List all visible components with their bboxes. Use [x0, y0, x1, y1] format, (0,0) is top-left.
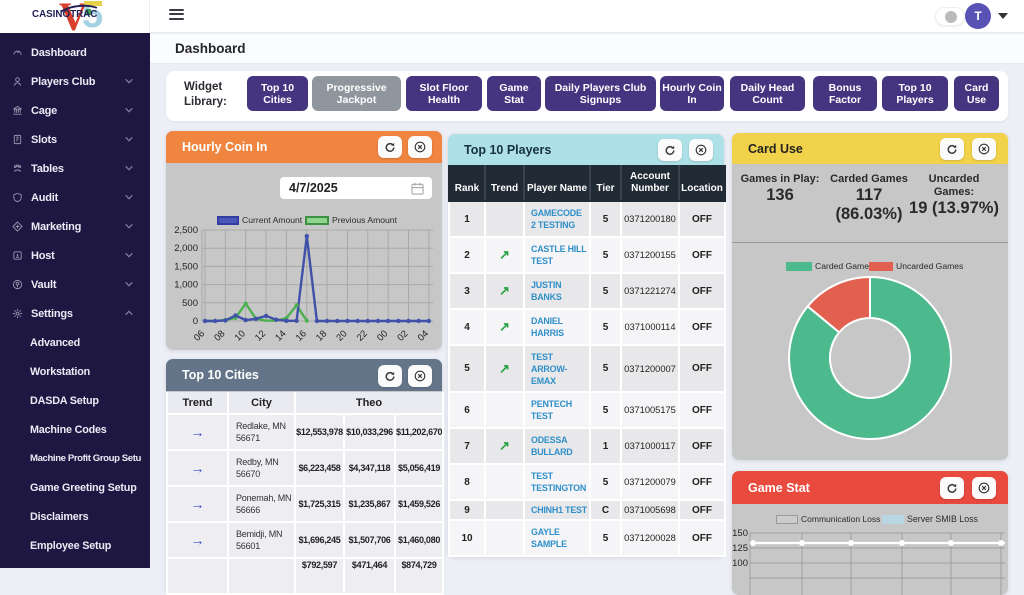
svg-text:04: 04 — [416, 328, 431, 343]
svg-text:12: 12 — [253, 328, 268, 343]
svg-text:500: 500 — [182, 298, 198, 309]
svg-text:02: 02 — [395, 328, 410, 343]
svg-text:2,500: 2,500 — [174, 225, 198, 236]
svg-text:0: 0 — [193, 316, 198, 327]
svg-text:22: 22 — [355, 328, 370, 343]
svg-text:06: 06 — [192, 328, 207, 343]
svg-text:00: 00 — [375, 328, 390, 343]
svg-text:125: 125 — [732, 543, 748, 554]
svg-text:100: 100 — [732, 558, 748, 569]
svg-text:150: 150 — [732, 528, 748, 539]
svg-text:08: 08 — [212, 328, 227, 343]
svg-text:1,500: 1,500 — [174, 261, 198, 272]
svg-text:1,000: 1,000 — [174, 280, 198, 291]
svg-text:10: 10 — [233, 328, 248, 343]
svg-text:16: 16 — [294, 328, 309, 343]
svg-text:20: 20 — [334, 328, 349, 343]
svg-text:2,000: 2,000 — [174, 243, 198, 254]
svg-text:14: 14 — [273, 328, 288, 343]
svg-text:18: 18 — [314, 328, 329, 343]
